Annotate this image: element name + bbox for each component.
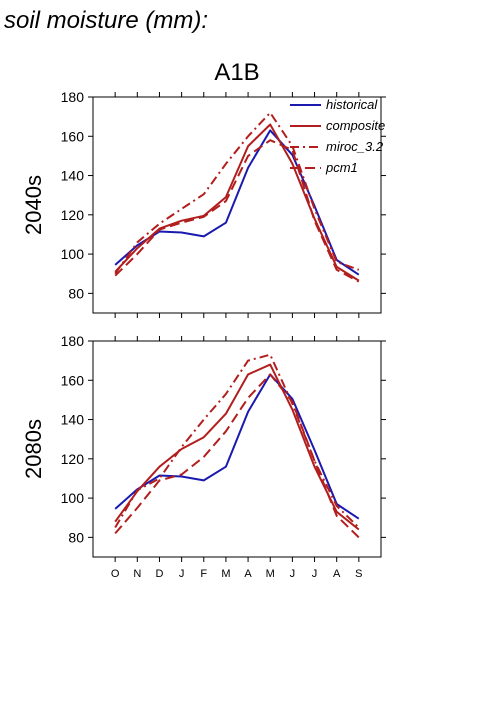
x-tick-label: O bbox=[111, 568, 120, 580]
row-label: 2040s bbox=[21, 175, 46, 235]
y-tick-label: 80 bbox=[68, 529, 84, 545]
y-tick-label: 100 bbox=[61, 246, 85, 262]
y-tick-label: 120 bbox=[61, 207, 85, 223]
row-label: 2080s bbox=[21, 419, 46, 479]
chart-panel-2080s: 2080s 80 100 120 140 160 180 O N D J F M A M J J A S bbox=[21, 333, 386, 580]
plot-frame bbox=[92, 96, 382, 314]
series-line-historical bbox=[114, 373, 360, 520]
y-tick-label: 160 bbox=[61, 372, 85, 388]
y-tick-label: 100 bbox=[61, 490, 85, 506]
x-tick-label: N bbox=[133, 568, 141, 580]
figure-title: soil moisture (mm): bbox=[4, 7, 208, 34]
y-tick-label: 180 bbox=[61, 333, 85, 349]
x-tick-label: D bbox=[155, 568, 163, 580]
x-tick-label: F bbox=[200, 568, 207, 580]
x-tick-label: S bbox=[355, 568, 362, 580]
chart-panels: 2040s 80 100 120 140 160 180 historical composit… bbox=[21, 89, 386, 580]
series-line-miroc-3-2 bbox=[114, 111, 360, 275]
legend-label: miroc_3.2 bbox=[326, 139, 384, 154]
x-tick-label: A bbox=[244, 568, 252, 580]
legend-label: composite bbox=[326, 118, 385, 133]
y-tick-label: 140 bbox=[61, 412, 85, 428]
legend: historical composite miroc_3.2 pcm1 bbox=[290, 97, 385, 175]
x-tick-label: J bbox=[179, 568, 185, 580]
panel-title: A1B bbox=[214, 59, 259, 86]
series-line-pcm1 bbox=[114, 373, 360, 539]
x-tick-label: J bbox=[290, 568, 296, 580]
legend-label: historical bbox=[326, 97, 378, 112]
x-tick-label: M bbox=[266, 568, 275, 580]
y-tick-label: 140 bbox=[61, 168, 85, 184]
x-tick-label: J bbox=[312, 568, 318, 580]
chart-panel-2040s: 2040s 80 100 120 140 160 180 historical composit… bbox=[21, 89, 386, 318]
plot-frame bbox=[92, 340, 382, 558]
y-tick-label: 160 bbox=[61, 128, 85, 144]
legend-label: pcm1 bbox=[325, 160, 358, 175]
x-tick-label: A bbox=[333, 568, 341, 580]
series-line-historical bbox=[114, 129, 360, 276]
series-line-composite bbox=[114, 363, 360, 531]
y-tick-label: 120 bbox=[61, 451, 85, 467]
y-tick-label: 80 bbox=[68, 285, 84, 301]
series-line-pcm1 bbox=[114, 139, 360, 283]
x-tick-label: M bbox=[221, 568, 230, 580]
y-tick-label: 180 bbox=[61, 89, 85, 105]
